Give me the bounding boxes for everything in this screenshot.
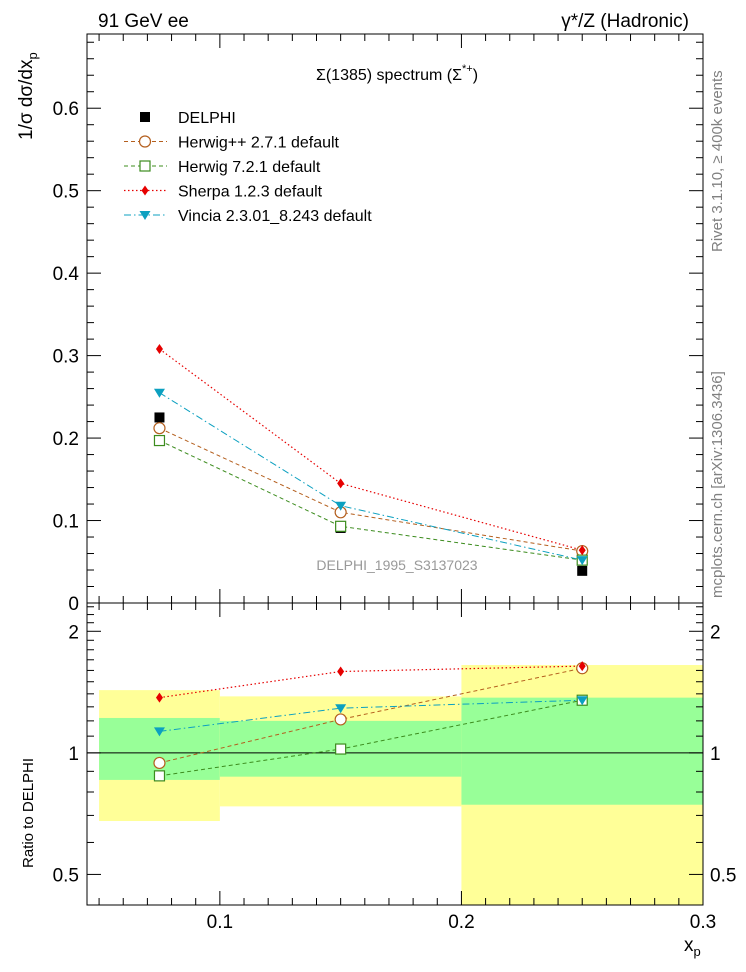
main-point-sherpa (337, 478, 345, 489)
main-x-ticks (98, 34, 704, 603)
main-point-sherpa (578, 545, 586, 556)
main-plot: 0 0.1 0.2 0.3 0.4 0.5 0.6 DELPHI_1995_S3137023… (16, 33, 704, 615)
ratio-y-tick-label: 2 (68, 622, 79, 643)
x-axis-label: xp (684, 935, 701, 959)
legend-marker-sherpa (141, 185, 149, 196)
legend-marker-h7 (139, 160, 151, 172)
ratio-line-hpp (159, 667, 583, 764)
legend-label-hpp: Herwig++ 2.7.1 default (178, 135, 340, 152)
ratio-y-tick-label-right: 0.5 (710, 865, 736, 886)
main-point-h7 (153, 434, 166, 447)
ratio-line-sherpa (159, 665, 583, 699)
ratio-plot-frame (86, 602, 704, 906)
ratio-x-ticks: 0.1 0.2 0.3 (98, 603, 716, 933)
legend-marker-delphi (140, 112, 150, 122)
header-left: 91 GeV ee (98, 11, 189, 32)
ratio-point-hpp (334, 713, 347, 726)
main-y-tick-label: 0.5 (53, 182, 79, 203)
main-title: Σ(1385) spectrum (Σ*+) (316, 63, 478, 84)
main-line-hpp (159, 427, 583, 552)
watermark: DELPHI_1995_S3137023 (316, 557, 477, 573)
ratio-line-vincia (159, 699, 583, 732)
main-y-tick-label: 0.3 (53, 347, 79, 368)
main-y-tick-label: 0 (68, 594, 79, 615)
legend: DELPHI Herwig++ 2.7.1 default Herwig 7.2.1… (124, 110, 372, 225)
rivet-label: Rivet 3.1.10, ≥ 400k events (709, 70, 726, 252)
main-line-sherpa (159, 348, 583, 551)
main-point-hpp (153, 422, 166, 435)
legend-marker-vincia (139, 211, 151, 220)
legend-marker-hpp (138, 135, 152, 148)
main-line-h7 (159, 440, 583, 561)
ratio-point-h7 (153, 770, 166, 782)
ratio-point-vincia (576, 696, 588, 706)
ratio-y-tick-label-right: 2 (710, 622, 721, 643)
main-point-h7 (335, 520, 347, 532)
ratio-point-sherpa (337, 666, 345, 677)
main-y-ticks: 0 0.1 0.2 0.3 0.4 0.5 0.6 (53, 41, 703, 615)
ratio-band-inner (461, 697, 703, 805)
legend-label-vincia: Vincia 2.3.01_8.243 default (178, 208, 372, 225)
main-y-tick-label: 0.2 (53, 429, 79, 450)
ratio-point-sherpa (155, 692, 163, 703)
ratio-y-tick-label: 0.5 (53, 865, 79, 886)
main-point-sherpa (155, 344, 163, 355)
header-right: γ*/Z (Hadronic) (561, 11, 689, 32)
main-y-tick-label: 0.4 (53, 264, 80, 285)
ratio-y-ticks: 0.5 0.5 1 1 2 2 (53, 606, 736, 886)
main-point-delphi (154, 412, 165, 423)
main-point-vincia (576, 556, 588, 566)
main-point-delphi (577, 565, 588, 576)
legend-label-sherpa: Sherpa 1.2.3 default (178, 184, 323, 201)
main-y-label: 1/σ dσ/dxp (16, 52, 40, 140)
main-point-vincia (335, 501, 347, 511)
x-tick-label: 0.1 (207, 912, 233, 933)
ratio-point-hpp (153, 756, 166, 770)
main-y-tick-label: 0.6 (53, 99, 79, 120)
main-y-tick-label: 0.1 (53, 512, 79, 533)
ratio-y-label: Ratio to DELPHI (20, 758, 37, 868)
ratio-point-h7 (335, 743, 347, 755)
ratio-y-tick-label-right: 1 (710, 744, 721, 765)
legend-label-h7: Herwig 7.2.1 default (178, 159, 321, 176)
ratio-point-sherpa (578, 661, 586, 672)
x-tick-label: 0.3 (690, 912, 716, 933)
main-line-vincia (159, 392, 583, 561)
mcplots-label: mcplots.cern.ch [arXiv:1306.3436] (709, 371, 726, 598)
ratio-plot: 0.5 0.5 1 1 2 2 0.1 0.2 0.3 Ratio to DELPHI xp (20, 602, 736, 959)
ratio-y-tick-label: 1 (68, 744, 79, 765)
ratio-point-vincia (153, 727, 165, 737)
x-tick-label: 0.2 (448, 912, 474, 933)
legend-label-delphi: DELPHI (178, 110, 236, 127)
main-point-vincia (153, 388, 165, 398)
ratio-point-vincia (335, 704, 347, 714)
